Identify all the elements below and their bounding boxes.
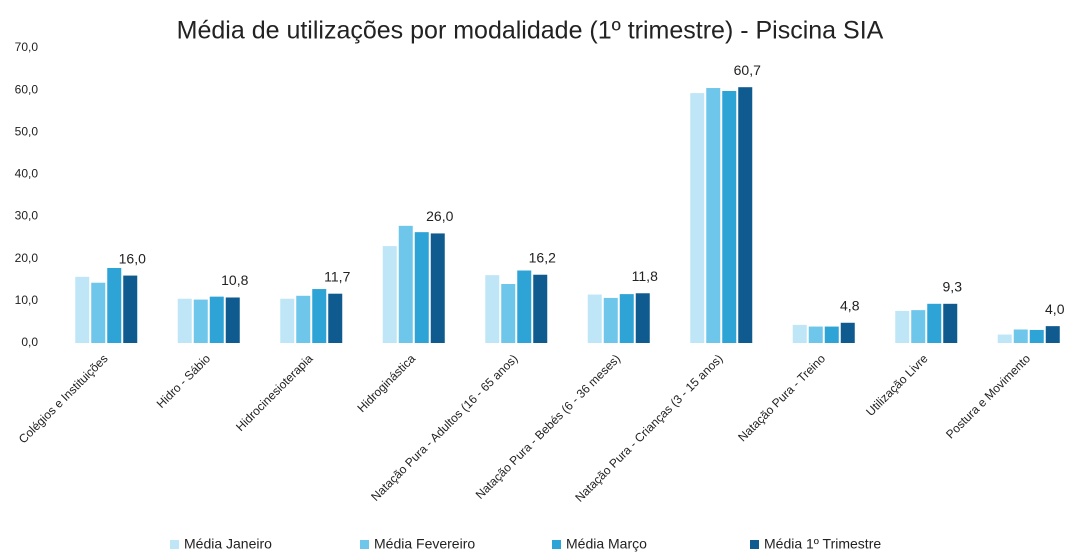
bar [927, 303, 942, 343]
bar [312, 289, 327, 343]
bar [1045, 326, 1060, 343]
bar [123, 275, 138, 343]
value-label: 16,2 [529, 249, 556, 265]
bar [225, 297, 240, 343]
value-label: 4,8 [840, 297, 860, 313]
value-label: 10,8 [221, 272, 248, 288]
y-tick-label: 60,0 [15, 82, 39, 96]
legend-swatch [552, 540, 561, 549]
bar [382, 246, 397, 343]
bar [738, 87, 753, 343]
legend-swatch [170, 540, 179, 549]
y-tick-label: 40,0 [15, 167, 39, 181]
x-tick-label: Hidroginástica [354, 351, 418, 415]
y-tick-label: 70,0 [15, 40, 39, 54]
bar [808, 326, 823, 343]
x-tick-label: Hidrocinesioterapia [233, 351, 316, 434]
value-label: 60,7 [734, 62, 761, 78]
value-label: 11,8 [632, 268, 658, 284]
legend-label: Média Janeiro [184, 536, 272, 552]
bar [792, 324, 807, 343]
bar [1013, 329, 1028, 343]
bar [997, 334, 1012, 343]
bar [840, 322, 855, 343]
chart-title: Média de utilizações por modalidade (1º … [177, 17, 884, 45]
bar [107, 267, 122, 343]
bar [1029, 329, 1044, 343]
bar [414, 232, 429, 343]
bar [603, 297, 618, 343]
x-tick-label: Hidro - Sábio [154, 351, 214, 411]
bar [635, 293, 650, 343]
bar [619, 294, 634, 343]
y-tick-label: 0,0 [21, 335, 38, 349]
value-label: 11,7 [324, 268, 350, 284]
bar [296, 295, 311, 343]
bar [430, 233, 445, 343]
bar [209, 296, 224, 343]
y-tick-label: 50,0 [15, 124, 39, 138]
bar [533, 274, 548, 343]
x-tick-label: Postura e Movimento [943, 351, 1033, 441]
bar [824, 326, 839, 343]
bar [91, 282, 106, 343]
bar [943, 303, 958, 343]
bar [895, 310, 910, 343]
bar [722, 90, 737, 343]
bar [706, 88, 721, 344]
bar [177, 298, 192, 343]
legend-label: Média Fevereiro [374, 536, 475, 552]
bar [328, 293, 343, 343]
y-tick-label: 10,0 [15, 293, 39, 307]
legend-label: Média 1º Trimestre [764, 536, 881, 552]
value-label: 16,0 [119, 250, 146, 266]
bar [501, 284, 516, 343]
bar [517, 270, 532, 343]
y-tick-label: 20,0 [15, 251, 39, 265]
bar [911, 310, 926, 343]
legend-swatch [750, 540, 759, 549]
legend-swatch [360, 540, 369, 549]
bar [485, 275, 500, 343]
bar [75, 276, 90, 343]
bar [193, 299, 208, 343]
bar [690, 93, 705, 343]
x-tick-label: Colégios e Instituições [16, 351, 111, 446]
y-tick-label: 30,0 [15, 209, 39, 223]
bar [398, 225, 413, 343]
value-label: 26,0 [426, 208, 453, 224]
x-tick-label: Utilização Livre [863, 351, 931, 419]
value-label: 9,3 [943, 279, 963, 295]
legend-label: Média Março [566, 536, 647, 552]
bar [587, 294, 602, 343]
bar [280, 298, 295, 343]
x-tick-label: Natação Pura - Treino [735, 351, 828, 444]
value-label: 4,0 [1045, 301, 1065, 317]
